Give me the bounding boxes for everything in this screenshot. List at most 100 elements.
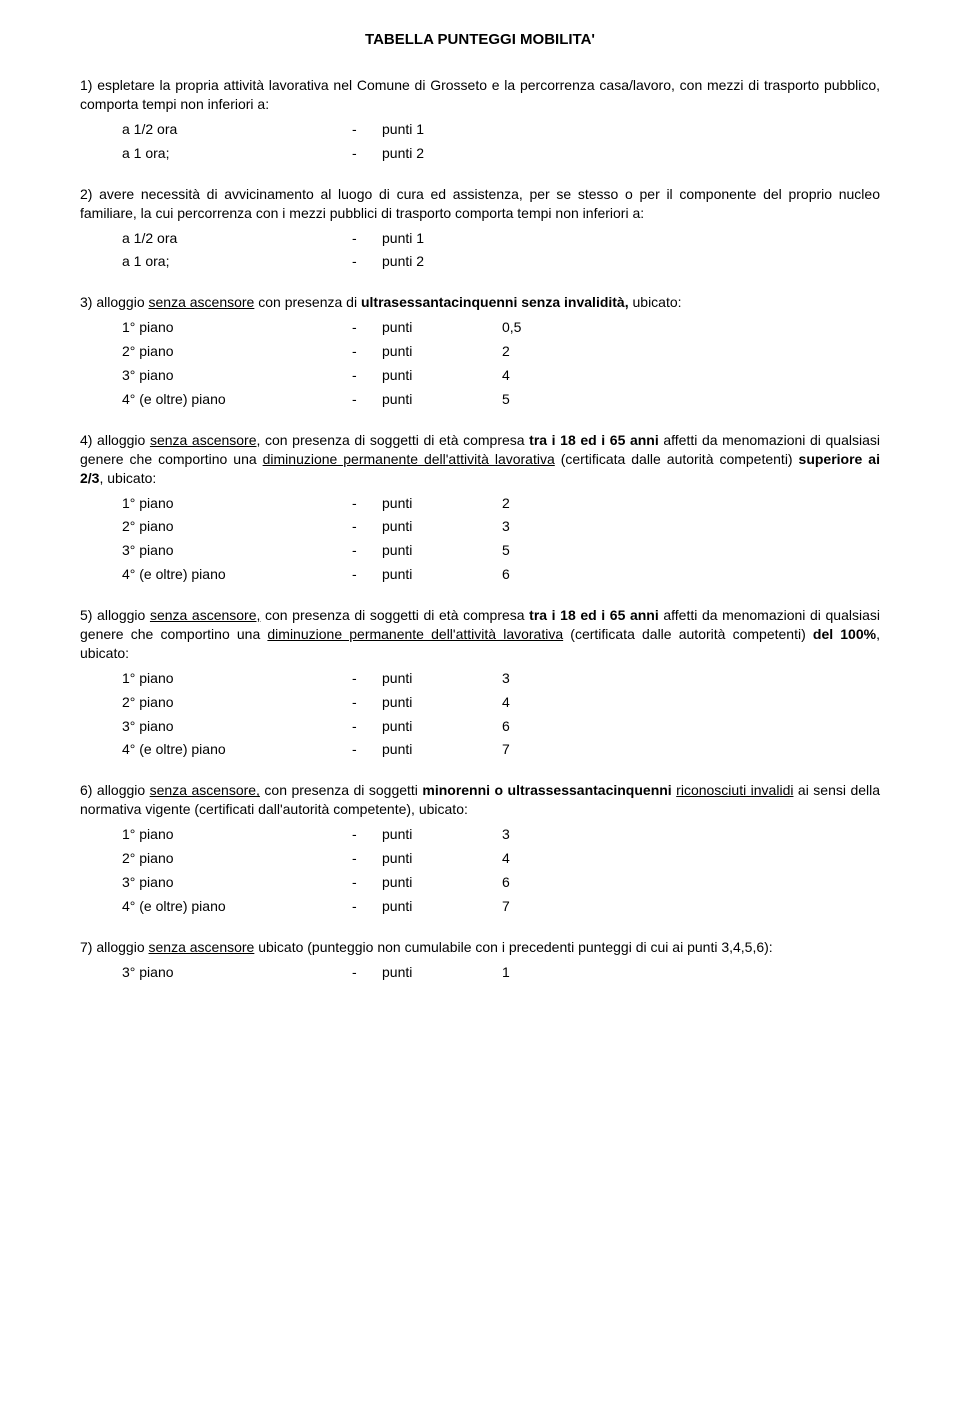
cell-c1: a 1/2 ora (122, 120, 352, 139)
table-row: 2° piano-punti3 (122, 517, 880, 536)
section-2-rows: a 1/2 ora-punti 1 a 1 ora;-punti 2 (80, 229, 880, 272)
text-fragment: 6) alloggio (80, 782, 150, 798)
cell-c1: 1° piano (122, 494, 352, 513)
cell-c4: 3 (502, 517, 552, 536)
section-7-rows: 3° piano-punti1 (80, 963, 880, 982)
bold-text: tra i 18 ed i 65 anni (529, 607, 659, 623)
cell-c1: 1° piano (122, 825, 352, 844)
cell-c2: - (352, 669, 382, 688)
cell-c2: - (352, 825, 382, 844)
cell-c1: 2° piano (122, 693, 352, 712)
cell-c2: - (352, 693, 382, 712)
table-row: a 1/2 ora-punti 1 (122, 229, 880, 248)
section-5-text: 5) alloggio senza ascensore, con presenz… (80, 606, 880, 663)
text-fragment: 4) alloggio (80, 432, 150, 448)
cell-c3: punti 1 (382, 229, 502, 248)
cell-c2: - (352, 494, 382, 513)
cell-c1: 2° piano (122, 849, 352, 868)
underline-text: senza ascensore, (150, 432, 260, 448)
cell-c3: punti (382, 963, 502, 982)
table-row: a 1/2 ora-punti 1 (122, 120, 880, 139)
cell-c3: punti (382, 740, 502, 759)
text-fragment: (certificata dalle autorità competenti) (563, 626, 813, 642)
cell-c2: - (352, 366, 382, 385)
cell-c1: 4° (e oltre) piano (122, 390, 352, 409)
cell-c4: 4 (502, 366, 552, 385)
underline-text: senza ascensore (149, 294, 255, 310)
cell-c4: 5 (502, 390, 552, 409)
text-fragment: ubicato: (629, 294, 682, 310)
cell-c2: - (352, 541, 382, 560)
cell-c1: 3° piano (122, 963, 352, 982)
table-row: 1° piano-punti0,5 (122, 318, 880, 337)
cell-c2: - (352, 963, 382, 982)
cell-c2: - (352, 342, 382, 361)
cell-c2: - (352, 849, 382, 868)
section-5-rows: 1° piano-punti32° piano-punti43° piano-p… (80, 669, 880, 760)
underline-text: senza ascensore, (150, 607, 260, 623)
cell-c2: - (352, 565, 382, 584)
table-row: 4° (e oltre) piano-punti6 (122, 565, 880, 584)
table-row: 4° (e oltre) piano-punti7 (122, 897, 880, 916)
text-fragment: 5) alloggio (80, 607, 150, 623)
cell-c3: punti (382, 825, 502, 844)
section-4-rows: 1° piano-punti22° piano-punti33° piano-p… (80, 494, 880, 585)
table-row: 3° piano-punti4 (122, 366, 880, 385)
cell-c1: 4° (e oltre) piano (122, 897, 352, 916)
cell-c1: 4° (e oltre) piano (122, 740, 352, 759)
cell-c2: - (352, 873, 382, 892)
cell-c1: a 1 ora; (122, 252, 352, 271)
cell-c3: punti (382, 693, 502, 712)
cell-c3: punti 1 (382, 120, 502, 139)
table-row: 3° piano-punti6 (122, 717, 880, 736)
section-3-rows: 1° piano-punti0,52° piano-punti23° piano… (80, 318, 880, 409)
cell-c3: punti (382, 318, 502, 337)
section-6-text: 6) alloggio senza ascensore, con presenz… (80, 781, 880, 819)
cell-c3: punti (382, 565, 502, 584)
cell-c4: 4 (502, 849, 552, 868)
cell-c3: punti 2 (382, 144, 502, 163)
cell-c4: 2 (502, 494, 552, 513)
table-row: 4° (e oltre) piano-punti5 (122, 390, 880, 409)
cell-c2: - (352, 144, 382, 163)
table-row: 3° piano-punti5 (122, 541, 880, 560)
bold-text: ultrasessantacinquenni senza invalidità, (361, 294, 629, 310)
cell-c3: punti (382, 517, 502, 536)
table-row: 1° piano-punti2 (122, 494, 880, 513)
cell-c4: 5 (502, 541, 552, 560)
cell-c3: punti (382, 669, 502, 688)
bold-text: tra i 18 ed i 65 anni (529, 432, 659, 448)
cell-c2: - (352, 318, 382, 337)
cell-c4: 0,5 (502, 318, 552, 337)
bold-text: del 100% (813, 626, 876, 642)
cell-c3: punti (382, 342, 502, 361)
section-7-text: 7) alloggio senza ascensore ubicato (pun… (80, 938, 880, 957)
text-fragment: 3) alloggio (80, 294, 149, 310)
cell-c3: punti (382, 494, 502, 513)
cell-c4: 2 (502, 342, 552, 361)
text-fragment: ubicato (punteggio non cumulabile con i … (254, 939, 772, 955)
cell-c3: punti (382, 390, 502, 409)
cell-c2: - (352, 229, 382, 248)
table-row: 4° (e oltre) piano-punti7 (122, 740, 880, 759)
cell-c1: 3° piano (122, 717, 352, 736)
cell-c1: a 1/2 ora (122, 229, 352, 248)
cell-c1: 2° piano (122, 342, 352, 361)
cell-c4: 6 (502, 717, 552, 736)
cell-c3: punti (382, 541, 502, 560)
section-1-text: 1) espletare la propria attività lavorat… (80, 76, 880, 114)
section-3-text: 3) alloggio senza ascensore con presenza… (80, 293, 880, 312)
cell-c1: 1° piano (122, 669, 352, 688)
section-6-rows: 1° piano-punti32° piano-punti43° piano-p… (80, 825, 880, 916)
cell-c2: - (352, 740, 382, 759)
cell-c2: - (352, 120, 382, 139)
text-fragment: con presenza di soggetti di età compresa (260, 432, 529, 448)
underline-text: diminuzione permanente dell'attività lav… (263, 451, 555, 467)
cell-c3: punti (382, 849, 502, 868)
table-row: 3° piano-punti1 (122, 963, 880, 982)
underline-text: riconosciuti invalidi (676, 782, 793, 798)
cell-c3: punti 2 (382, 252, 502, 271)
cell-c1: 2° piano (122, 517, 352, 536)
cell-c2: - (352, 390, 382, 409)
section-4-text: 4) alloggio senza ascensore, con presenz… (80, 431, 880, 488)
